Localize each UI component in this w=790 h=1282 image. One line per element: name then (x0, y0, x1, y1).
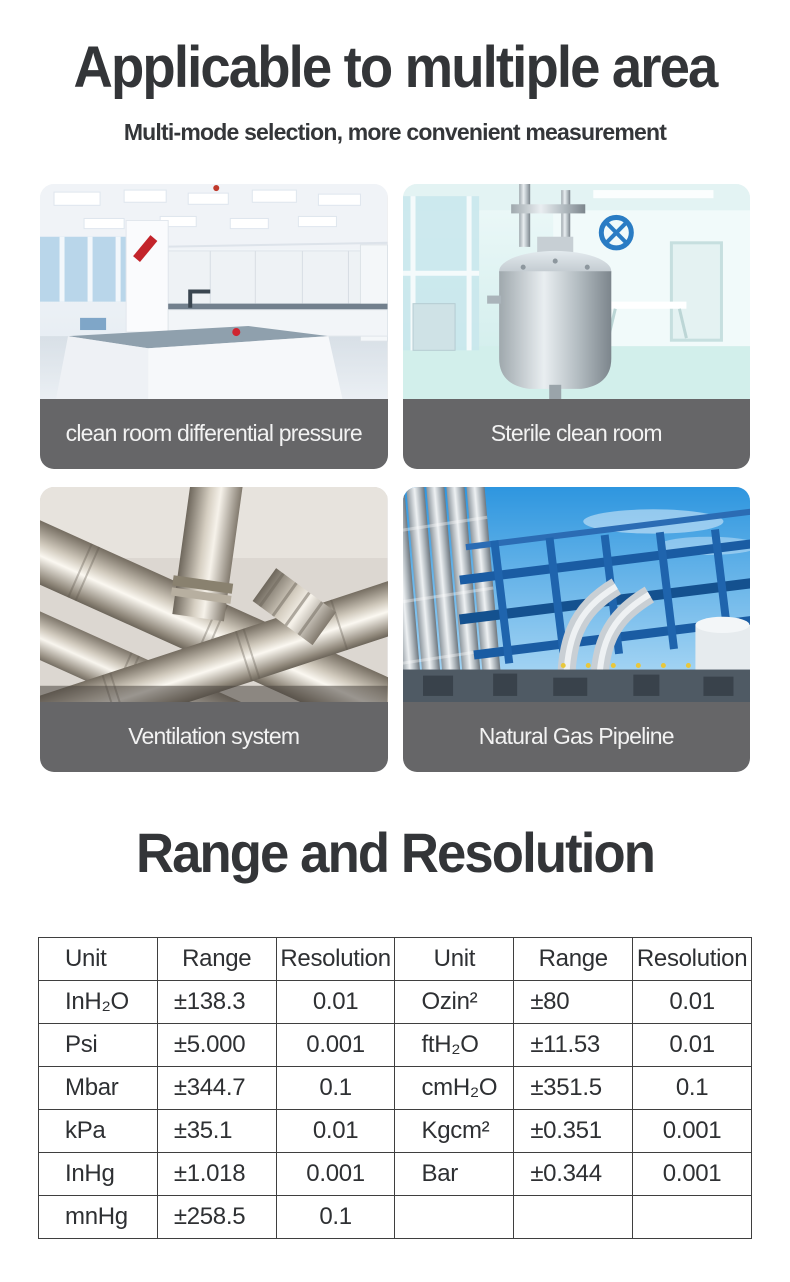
card-photo (402, 486, 750, 702)
unit-cell: Psi (38, 1022, 158, 1067)
column-header-range-right: Range (513, 936, 634, 981)
application-card: Sterile clean room (402, 183, 750, 469)
unit-cell: cmH₂O (394, 1065, 515, 1110)
unit-cell: InH₂O (38, 979, 158, 1024)
unit-cell: kPa (38, 1108, 158, 1153)
column-header-resolution-left: Resolution (275, 936, 396, 981)
range-resolution-table: Unit Range Resolution Unit Range Resolut… (38, 936, 752, 1239)
range-cell: ±138.3 (156, 979, 277, 1024)
table-row: kPa ±35.1 0.01 Kgcm² ±0.351 0.001 (38, 1108, 752, 1153)
table-row: Psi ±5.000 0.001 ftH₂O ±11.53 0.01 (38, 1022, 752, 1067)
table-row: InHg ±1.018 0.001 Bar ±0.344 0.001 (38, 1151, 752, 1196)
card-photo (40, 486, 388, 702)
unit-cell: InHg (38, 1151, 158, 1196)
unit-cell: Mbar (38, 1065, 158, 1110)
unit-cell (394, 1194, 515, 1239)
application-card: Natural Gas Pipeline (402, 486, 750, 772)
application-card: clean room differential pressure (40, 183, 388, 469)
card-caption: clean room differential pressure (40, 398, 388, 469)
page-subtitle: Multi-mode selection, more convenient me… (123, 118, 667, 145)
range-cell: ±5.000 (156, 1022, 277, 1067)
range-cell: ±1.018 (156, 1151, 277, 1196)
resolution-cell: 0.01 (275, 979, 396, 1024)
table-row: mnHg ±258.5 0.1 (38, 1194, 752, 1239)
range-cell: ±0.351 (513, 1108, 634, 1153)
range-cell: ±344.7 (156, 1065, 277, 1110)
column-header-unit-left: Unit (38, 936, 158, 981)
table-row: InH₂O ±138.3 0.01 Ozin² ±80 0.01 (38, 979, 752, 1024)
column-header-range-left: Range (156, 936, 277, 981)
resolution-cell: 0.1 (632, 1065, 752, 1110)
section-title: Range and Resolution (135, 820, 656, 884)
resolution-cell: 0.01 (632, 979, 752, 1024)
unit-cell: Kgcm² (394, 1108, 515, 1153)
unit-cell: mnHg (38, 1194, 158, 1239)
gas-pipeline-photo (402, 486, 750, 702)
unit-cell: ftH₂O (394, 1022, 515, 1067)
application-card: Ventilation system (40, 486, 388, 772)
column-header-unit-right: Unit (394, 936, 515, 981)
range-cell: ±11.53 (513, 1022, 634, 1067)
range-cell: ±258.5 (156, 1194, 277, 1239)
card-photo (40, 183, 388, 399)
resolution-cell (632, 1194, 752, 1239)
ventilation-ducts-photo (40, 486, 388, 702)
card-photo (402, 183, 750, 399)
sterile-clean-room-photo (402, 183, 750, 399)
resolution-cell: 0.001 (632, 1108, 752, 1153)
clean-room-lab-photo (40, 183, 388, 399)
resolution-cell: 0.001 (632, 1151, 752, 1196)
resolution-cell: 0.001 (275, 1151, 396, 1196)
range-cell: ±0.344 (513, 1151, 634, 1196)
page-title: Applicable to multiple area (73, 35, 718, 100)
unit-cell: Ozin² (394, 979, 515, 1024)
resolution-cell: 0.001 (275, 1022, 396, 1067)
application-card-grid: clean room differential pressure (40, 183, 750, 772)
table-row: Mbar ±344.7 0.1 cmH₂O ±351.5 0.1 (38, 1065, 752, 1110)
card-caption: Sterile clean room (402, 398, 750, 469)
card-caption: Natural Gas Pipeline (402, 701, 750, 772)
spec-table-container: Unit Range Resolution Unit Range Resolut… (38, 936, 752, 1239)
range-cell: ±351.5 (513, 1065, 634, 1110)
card-caption: Ventilation system (40, 701, 388, 772)
resolution-cell: 0.1 (275, 1065, 396, 1110)
range-cell: ±35.1 (156, 1108, 277, 1153)
range-cell (513, 1194, 634, 1239)
table-header-row: Unit Range Resolution Unit Range Resolut… (38, 936, 752, 981)
column-header-resolution-right: Resolution (632, 936, 752, 981)
resolution-cell: 0.1 (275, 1194, 396, 1239)
resolution-cell: 0.01 (632, 1022, 752, 1067)
unit-cell: Bar (394, 1151, 515, 1196)
resolution-cell: 0.01 (275, 1108, 396, 1153)
range-cell: ±80 (513, 979, 634, 1024)
